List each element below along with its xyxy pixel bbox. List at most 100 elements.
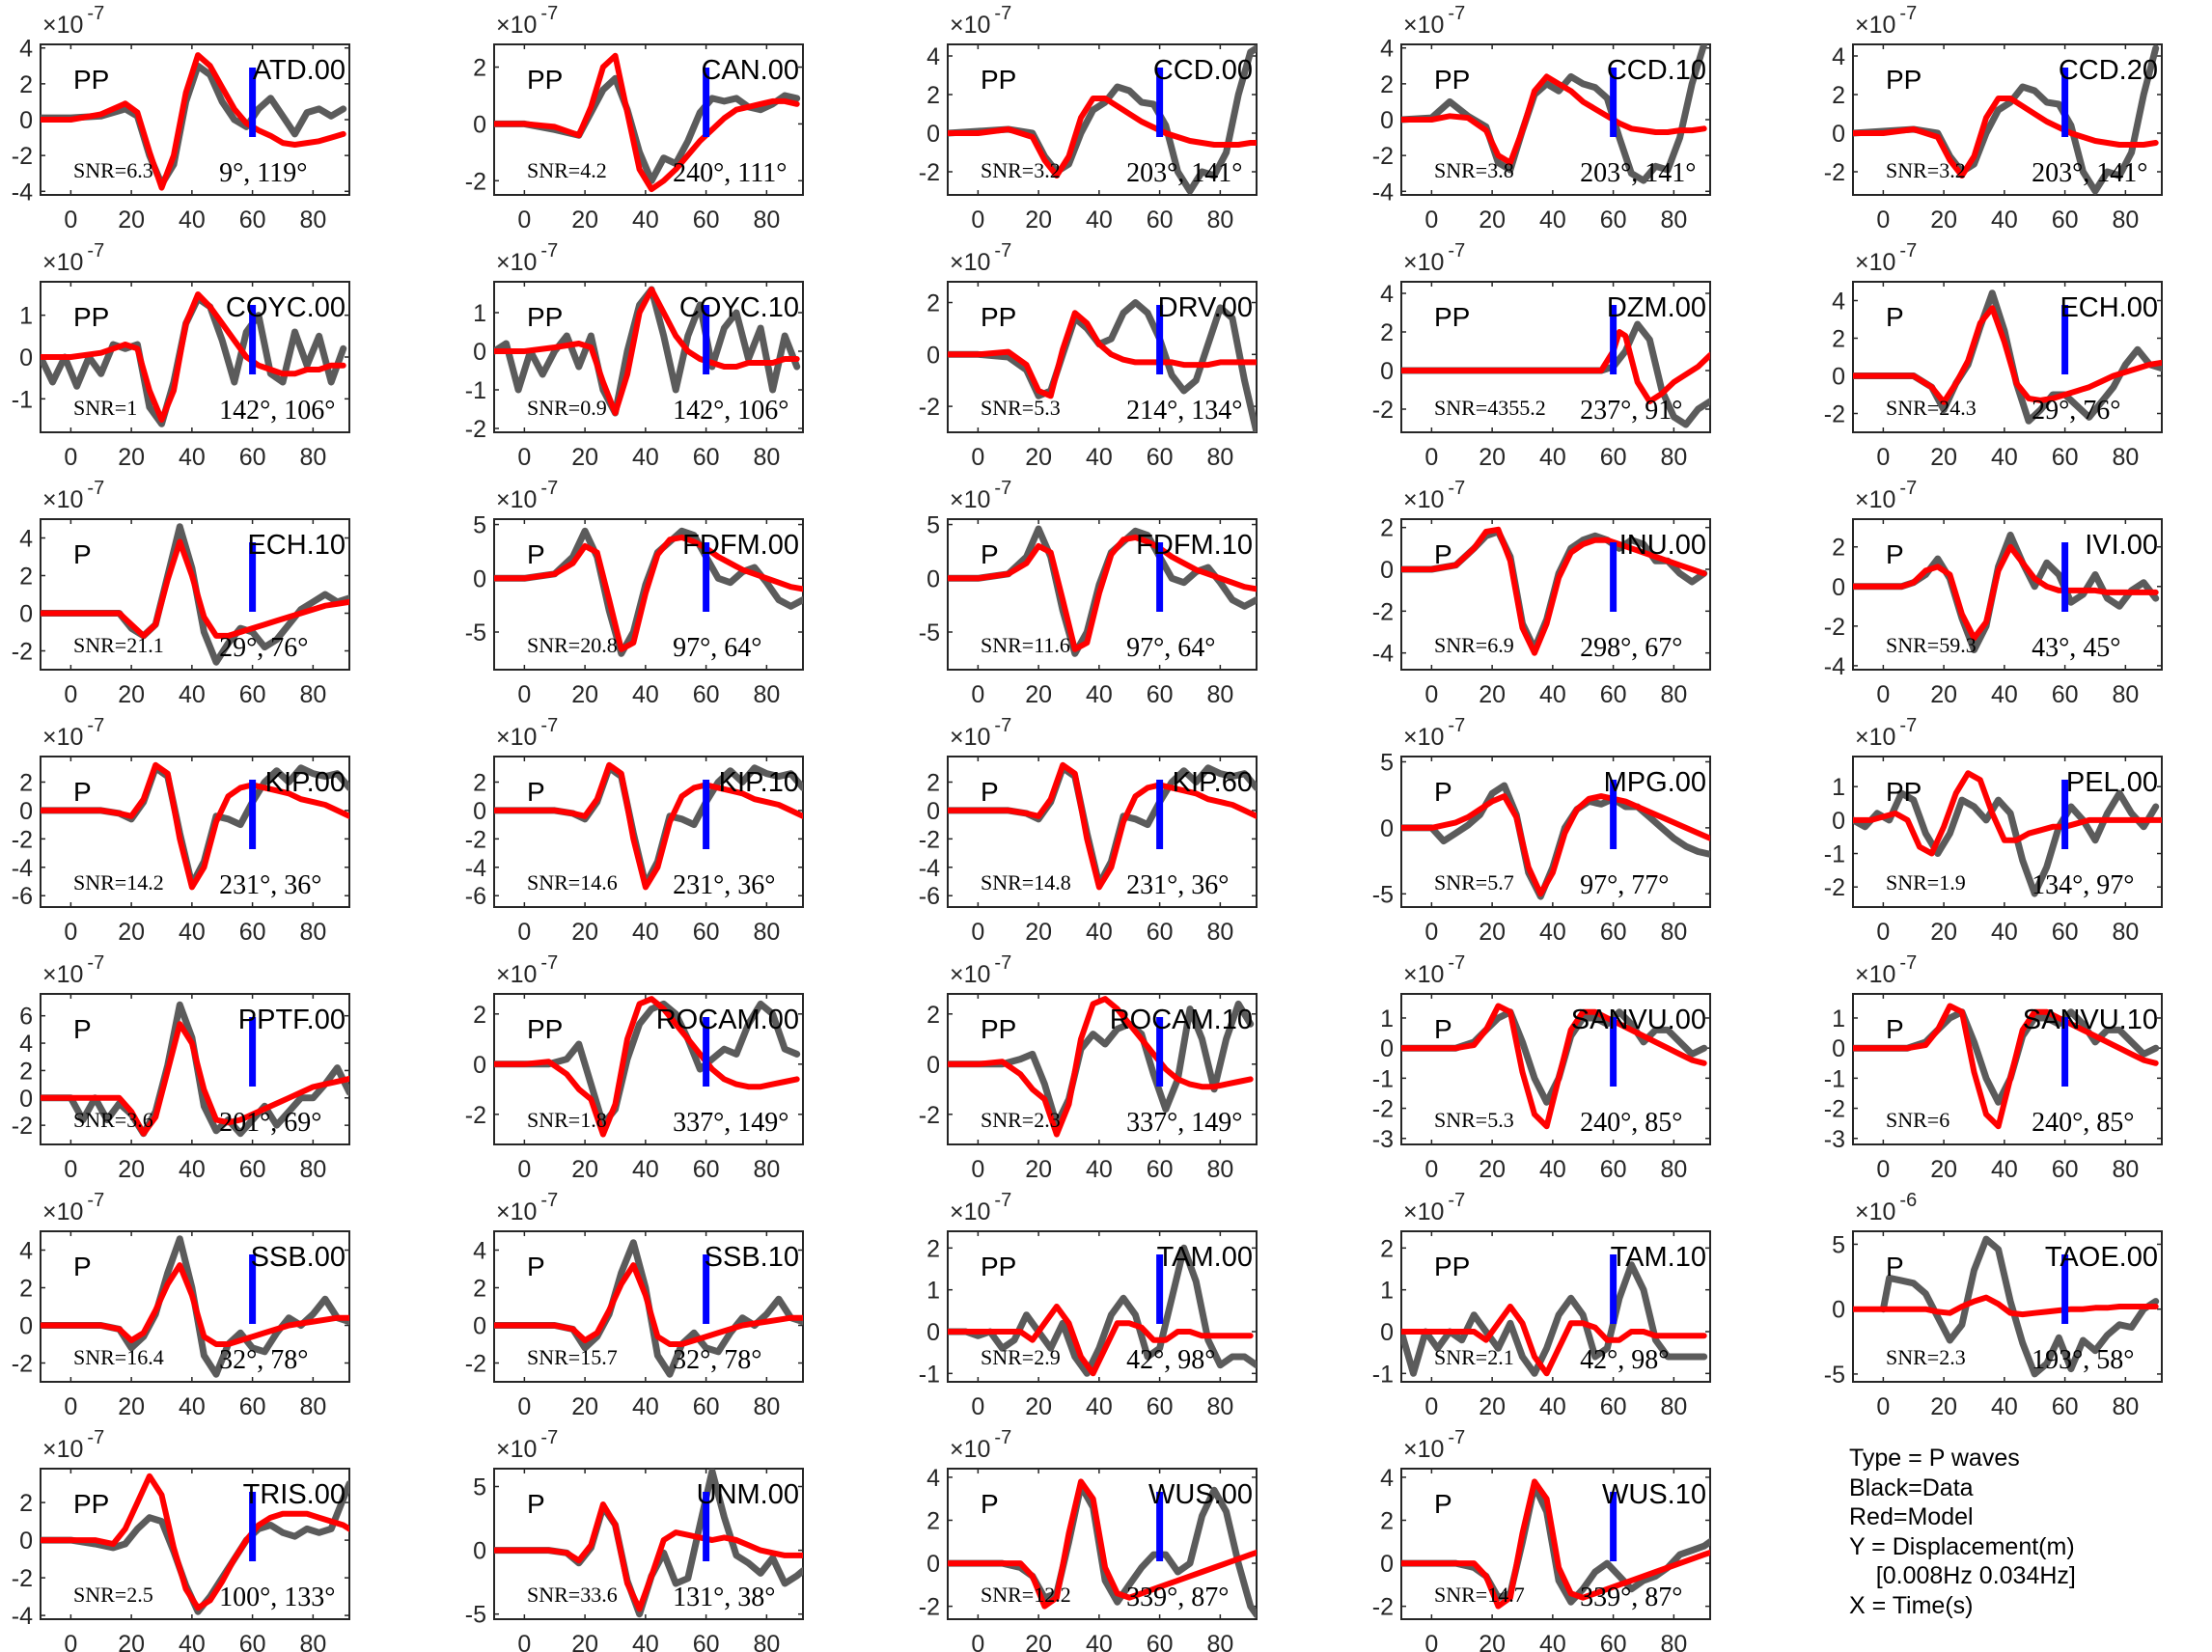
- x-tick-label: 80: [2112, 681, 2139, 708]
- y-tick-label: 0: [1380, 358, 1394, 385]
- angles-label: 339°, 87°: [1126, 1583, 1229, 1612]
- model-trace: [494, 534, 803, 652]
- y-tick-label: 2: [19, 71, 33, 98]
- x-tick-label: 60: [2052, 444, 2079, 471]
- x-tick-label: 40: [1539, 444, 1566, 471]
- angles-label: 203°, 141°: [2032, 158, 2147, 188]
- snr-label: SNR=16.4: [73, 1345, 164, 1369]
- x-tick-label: 80: [1660, 1393, 1687, 1420]
- y-tick-label: 0: [1832, 808, 1845, 835]
- y-exponent-label: ×10 -6: [1855, 1190, 1917, 1225]
- y-tick-label: 0: [473, 798, 486, 825]
- model-trace: [41, 291, 346, 423]
- angles-label: 231°, 36°: [673, 870, 775, 900]
- x-tick-label: 40: [1991, 1156, 2018, 1183]
- model-trace: [1853, 1294, 2159, 1318]
- station-label: TRIS.00: [243, 1479, 346, 1510]
- station-label: SSB.00: [251, 1242, 346, 1273]
- x-tick-label: 0: [64, 681, 77, 708]
- y-tick-label: 4: [926, 43, 940, 70]
- x-tick-label: 20: [571, 444, 598, 471]
- x-tick-label: 60: [2052, 1393, 2079, 1420]
- y-tick-label: -2: [12, 143, 33, 170]
- station-label: COYC.00: [226, 292, 346, 323]
- snr-label: SNR=6.3: [73, 158, 153, 182]
- x-tick-label: 0: [517, 1393, 531, 1420]
- x-tick-label: 80: [1206, 681, 1233, 708]
- x-tick-label: 80: [299, 206, 326, 234]
- angles-label: 203°, 141°: [1580, 158, 1696, 188]
- x-tick-label: 60: [239, 1393, 266, 1420]
- y-tick-label: 2: [1832, 82, 1845, 109]
- snr-label: SNR=2.9: [981, 1345, 1061, 1369]
- x-tick-label: 80: [299, 681, 326, 708]
- x-tick-label: 20: [118, 1631, 145, 1652]
- x-tick-label: 20: [571, 681, 598, 708]
- model-trace: [1853, 96, 2159, 179]
- x-tick-label: 20: [1930, 1156, 1957, 1183]
- phase-label: PP: [981, 302, 1016, 332]
- y-exponent-label: ×10 -7: [1855, 478, 1917, 513]
- y-tick-label: 0: [19, 798, 33, 825]
- y-tick-label: -2: [465, 826, 486, 853]
- x-tick-label: 60: [693, 1156, 720, 1183]
- x-tick-label: 20: [1930, 1393, 1957, 1420]
- phase-label: PP: [1886, 777, 1922, 807]
- x-tick-label: 40: [1539, 1156, 1566, 1183]
- y-exponent-label: ×10 -7: [1403, 240, 1465, 276]
- angles-label: 237°, 91°: [1580, 396, 1682, 426]
- station-label: TAM.00: [1157, 1242, 1253, 1273]
- x-tick-label: 40: [179, 1156, 206, 1183]
- x-tick-label: 40: [1539, 1631, 1566, 1652]
- x-tick-label: 80: [299, 444, 326, 471]
- x-tick-label: 60: [693, 206, 720, 234]
- x-tick-label: 80: [1660, 1156, 1687, 1183]
- station-label: CCD.00: [1153, 55, 1253, 86]
- y-tick-label: 0: [19, 1313, 33, 1340]
- station-label: CCD.20: [2059, 55, 2158, 86]
- y-exponent-label: ×10 -7: [496, 3, 558, 39]
- x-tick-label: 80: [1206, 1631, 1233, 1652]
- x-tick-label: 20: [118, 681, 145, 708]
- y-exponent-label: ×10 -7: [1855, 3, 1917, 39]
- x-tick-label: 0: [971, 1631, 984, 1652]
- y-tick-label: 0: [19, 107, 33, 134]
- snr-label: SNR=1: [73, 396, 137, 420]
- y-tick-label: 0: [1832, 1297, 1845, 1324]
- station-label: TAM.10: [1611, 1242, 1706, 1273]
- y-tick-label: 5: [473, 512, 486, 539]
- angles-label: 134°, 97°: [2032, 870, 2134, 900]
- phase-label: PP: [527, 65, 563, 95]
- y-tick-label: 0: [19, 1086, 33, 1113]
- angles-label: 97°, 64°: [673, 633, 761, 663]
- y-tick-label: -5: [465, 620, 486, 647]
- y-tick-label: -2: [1824, 401, 1845, 428]
- angles-label: 142°, 106°: [673, 396, 788, 426]
- x-tick-label: 20: [571, 1631, 598, 1652]
- x-tick-label: 80: [299, 1631, 326, 1652]
- panel-tam-10: 0 20 40 60 80 2 1 0 -1 ×10 -7 PP TAM.10 SNR=2.1 42°, 9…: [1372, 1190, 1711, 1420]
- y-tick-label: 1: [19, 303, 33, 330]
- y-exponent-label: ×10 -7: [1855, 952, 1917, 988]
- snr-label: SNR=5.3: [981, 396, 1061, 420]
- x-tick-label: 40: [1991, 919, 2018, 946]
- y-tick-label: 2: [473, 769, 486, 796]
- legend-red-line: Red=Model: [1849, 1503, 1974, 1530]
- data-trace: [948, 1000, 1255, 1128]
- x-tick-label: 0: [1876, 1156, 1890, 1183]
- phase-label: P: [1886, 1252, 1904, 1281]
- y-exponent-label: ×10 -7: [950, 3, 1011, 39]
- x-tick-label: 40: [1539, 681, 1566, 708]
- data-trace: [41, 62, 347, 188]
- x-tick-label: 0: [517, 681, 531, 708]
- model-trace: [1853, 1003, 2159, 1130]
- phase-label: PP: [73, 65, 109, 95]
- y-tick-label: -2: [1372, 397, 1394, 424]
- x-tick-label: 80: [1660, 206, 1687, 234]
- angles-label: 298°, 67°: [1580, 633, 1682, 663]
- x-tick-label: 40: [1086, 1393, 1113, 1420]
